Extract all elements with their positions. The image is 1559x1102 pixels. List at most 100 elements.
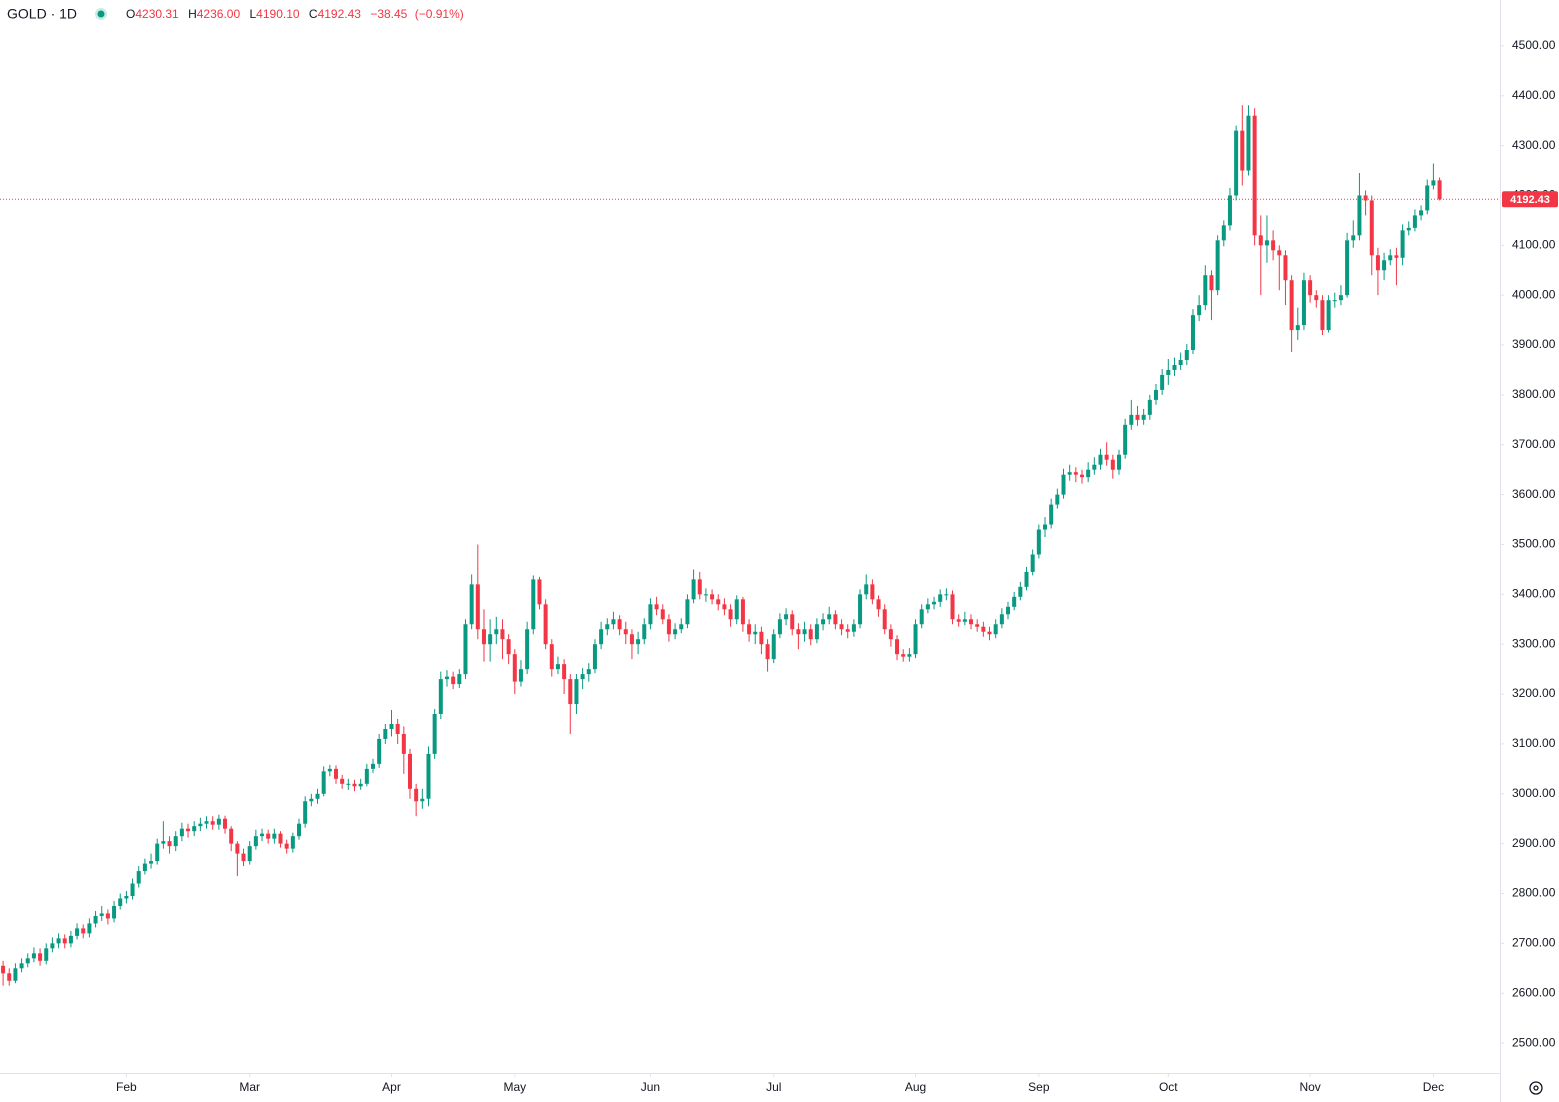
candle-body xyxy=(1104,454,1109,460)
candle-body xyxy=(167,841,172,847)
candle-body xyxy=(1308,280,1313,296)
candle-body xyxy=(1092,464,1097,470)
close-value: 4192.43 xyxy=(318,7,362,21)
candle-body xyxy=(716,599,721,605)
candle-body xyxy=(1283,255,1288,281)
change-pct: (−0.91%) xyxy=(415,7,464,21)
candle-body xyxy=(839,624,844,630)
candle-body xyxy=(99,913,104,916)
candle-body xyxy=(586,669,591,675)
candle-body xyxy=(235,843,240,854)
candle-body xyxy=(383,728,388,739)
candle-body xyxy=(136,871,141,884)
candle-body xyxy=(636,639,641,645)
x-tick-label: Jun xyxy=(641,1080,660,1094)
candle-body xyxy=(346,783,351,785)
candle-body xyxy=(1024,571,1029,587)
candle-body xyxy=(1252,115,1257,236)
candle-body xyxy=(1043,524,1048,530)
candle-body xyxy=(1110,459,1115,470)
candle-body xyxy=(25,958,30,964)
candle-body xyxy=(771,634,776,660)
candle-body xyxy=(500,629,505,640)
candle-body xyxy=(740,599,745,625)
candle-body xyxy=(1018,586,1023,597)
candle-body xyxy=(1357,195,1362,236)
candle-body xyxy=(334,768,339,779)
candle-body xyxy=(1314,295,1319,301)
candle-body xyxy=(845,629,850,632)
candle-body xyxy=(1234,130,1239,196)
candle-body xyxy=(777,619,782,635)
ohlc-legend: O4230.31 H4236.00 L4190.10 C4192.43 −38.… xyxy=(126,7,464,21)
candle-body xyxy=(481,629,486,645)
candle-body xyxy=(1086,469,1091,478)
candle-body xyxy=(1061,474,1066,495)
candle-body xyxy=(1412,215,1417,228)
candle-body xyxy=(1030,554,1035,572)
candle-body xyxy=(1203,275,1208,306)
candle-body xyxy=(543,604,548,645)
candle-body xyxy=(1067,472,1072,475)
low-label: L xyxy=(249,7,256,21)
candle-body xyxy=(944,594,949,596)
candle-body xyxy=(173,836,178,847)
x-tick-label: Jul xyxy=(766,1080,781,1094)
candle-body xyxy=(50,943,55,949)
candle-body xyxy=(1036,529,1041,555)
candle-body xyxy=(118,898,123,906)
candle-body xyxy=(463,624,468,675)
candle-body xyxy=(488,634,493,645)
candle-body xyxy=(81,928,86,934)
y-tick-label: 2700.00 xyxy=(1512,936,1556,950)
candle-body xyxy=(198,823,203,827)
symbol[interactable]: GOLD · 1D xyxy=(7,6,77,22)
candle-body xyxy=(1123,424,1128,455)
settings-icon[interactable] xyxy=(1529,1081,1543,1095)
candle-body xyxy=(999,614,1004,625)
candle-body xyxy=(327,768,332,772)
settings-button[interactable] xyxy=(1529,1081,1543,1095)
x-tick-label: Feb xyxy=(116,1080,137,1094)
candle-body xyxy=(260,833,265,837)
candle-body xyxy=(925,604,930,610)
candle-body xyxy=(1209,275,1214,291)
candle-body xyxy=(747,624,752,635)
candle-body xyxy=(506,639,511,655)
candle-body xyxy=(525,629,530,670)
settings-icon-core[interactable] xyxy=(1533,1085,1539,1091)
low-value: 4190.10 xyxy=(256,7,300,21)
candle-body xyxy=(648,604,653,625)
candle-body xyxy=(1197,305,1202,316)
candle-body xyxy=(278,833,283,844)
candle-body xyxy=(426,753,431,799)
candle-body xyxy=(266,833,271,839)
candle-body xyxy=(1055,494,1060,505)
open-label: O xyxy=(126,7,135,21)
candle-body xyxy=(858,594,863,625)
y-tick-label: 3100.00 xyxy=(1512,736,1556,750)
y-tick-label: 4400.00 xyxy=(1512,88,1556,102)
candle-body xyxy=(814,624,819,640)
candle-body xyxy=(808,629,813,640)
candle-body xyxy=(1166,369,1171,375)
y-tick-label: 3900.00 xyxy=(1512,337,1556,351)
candle-body xyxy=(124,895,129,899)
candle-body xyxy=(444,676,449,680)
y-tick-label: 2800.00 xyxy=(1512,886,1556,900)
candle-body xyxy=(19,963,24,969)
y-tick-label: 3000.00 xyxy=(1512,786,1556,800)
y-tick-label: 4000.00 xyxy=(1512,287,1556,301)
candle-body xyxy=(993,624,998,635)
candle-body xyxy=(592,644,597,670)
candle-body xyxy=(574,679,579,705)
candle-body xyxy=(1221,225,1226,241)
candle-body xyxy=(1153,389,1158,400)
candle-body xyxy=(642,624,647,640)
candle-body xyxy=(155,843,160,862)
y-tick-label: 3400.00 xyxy=(1512,587,1556,601)
candle-body xyxy=(395,723,400,734)
candle-body xyxy=(56,938,61,944)
candle-body xyxy=(204,821,209,824)
candle-body xyxy=(549,644,554,670)
